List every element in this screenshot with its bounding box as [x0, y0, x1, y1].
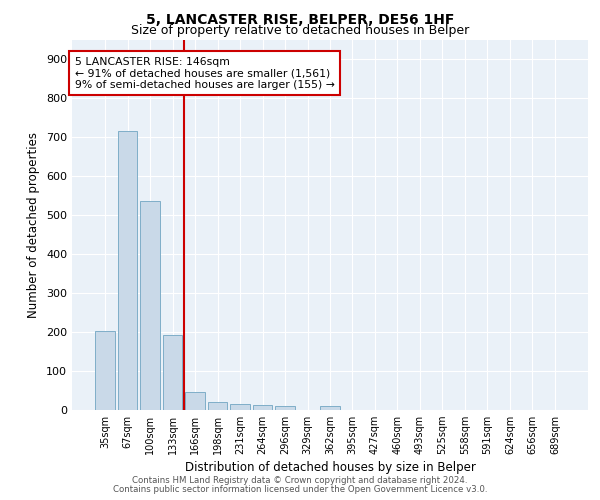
Text: Size of property relative to detached houses in Belper: Size of property relative to detached ho…: [131, 24, 469, 37]
Bar: [275, 406, 295, 410]
Text: Contains public sector information licensed under the Open Government Licence v3: Contains public sector information licen…: [113, 485, 487, 494]
X-axis label: Distribution of detached houses by size in Belper: Distribution of detached houses by size …: [185, 462, 475, 474]
Text: 5, LANCASTER RISE, BELPER, DE56 1HF: 5, LANCASTER RISE, BELPER, DE56 1HF: [146, 12, 454, 26]
Text: 5 LANCASTER RISE: 146sqm
← 91% of detached houses are smaller (1,561)
9% of semi: 5 LANCASTER RISE: 146sqm ← 91% of detach…: [74, 56, 334, 90]
Bar: [253, 405, 272, 410]
Bar: [320, 406, 340, 410]
Bar: [185, 392, 205, 410]
Bar: [140, 201, 160, 410]
Bar: [95, 332, 115, 410]
Text: Contains HM Land Registry data © Crown copyright and database right 2024.: Contains HM Land Registry data © Crown c…: [132, 476, 468, 485]
Y-axis label: Number of detached properties: Number of detached properties: [28, 132, 40, 318]
Bar: [230, 404, 250, 410]
Bar: [163, 335, 182, 410]
Bar: [208, 402, 227, 410]
Bar: [118, 131, 137, 410]
